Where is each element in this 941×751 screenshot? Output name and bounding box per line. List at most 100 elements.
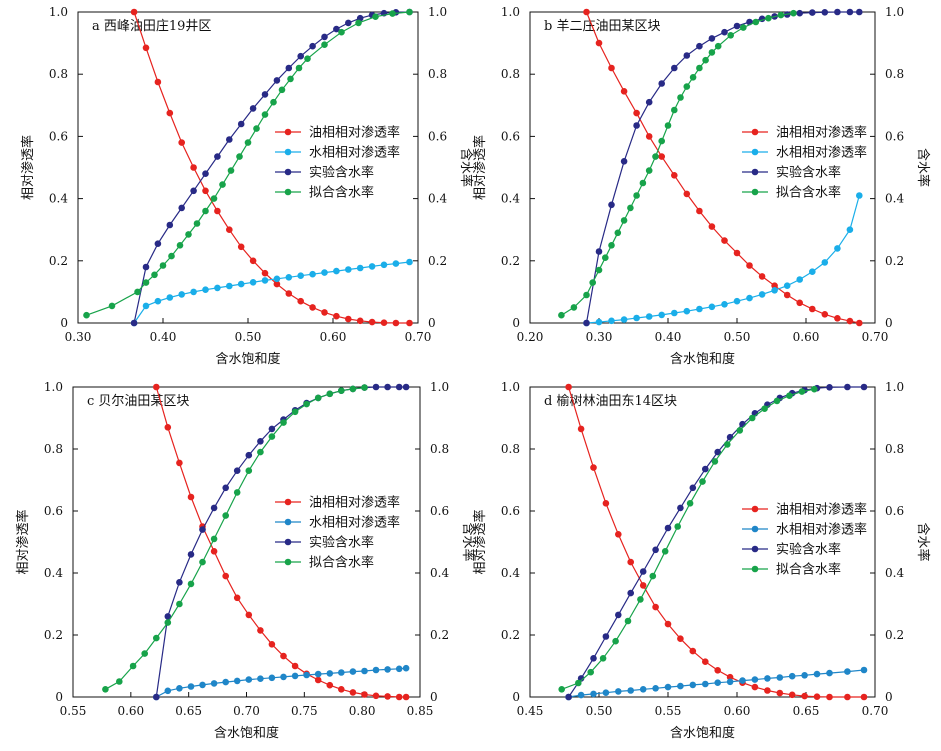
data-point [620, 217, 628, 224]
data-point [608, 317, 615, 325]
data-point [733, 297, 741, 305]
data-point [210, 195, 218, 202]
data-point [708, 35, 716, 42]
data-point [237, 120, 245, 128]
y-tick-label: 0.8 [49, 67, 68, 81]
data-point [721, 237, 728, 244]
data-point [142, 302, 150, 310]
data-point [285, 274, 293, 281]
data-point [257, 448, 264, 456]
data-point [726, 678, 734, 686]
data-point [860, 693, 868, 701]
panel-title: c 贝尔油田某区块 [87, 394, 189, 409]
data-point [361, 691, 368, 698]
x-tick-label: 0.70 [862, 704, 889, 718]
data-point [575, 679, 582, 687]
legend-entry: 实验含水率 [309, 535, 374, 551]
data-point [664, 524, 672, 532]
data-point [733, 22, 741, 30]
data-point [187, 493, 195, 501]
y-tick-label: 0.6 [49, 129, 68, 143]
data-point [338, 669, 345, 676]
series-3 [102, 384, 368, 693]
data-point [129, 662, 137, 670]
data-point [349, 689, 357, 696]
data-point [595, 39, 603, 47]
series-3 [83, 8, 413, 319]
y2-tick-label: 0 [885, 690, 893, 704]
data-point [714, 667, 721, 674]
data-point [788, 691, 796, 699]
legend-entry: 拟合含水率 [776, 185, 841, 201]
data-point [164, 687, 172, 695]
y-axis-label: 相对渗透率 [472, 509, 488, 574]
data-point [303, 400, 310, 408]
data-point [245, 467, 253, 475]
data-point [333, 267, 340, 275]
data-point [237, 280, 245, 288]
data-point [384, 693, 391, 700]
data-point [321, 41, 328, 48]
data-point [595, 266, 603, 274]
y-axis-label: 相对渗透率 [20, 135, 36, 200]
y2-tick-label: 0.6 [885, 504, 904, 518]
data-point [261, 269, 269, 277]
y2-tick-label: 0 [428, 316, 436, 330]
series-3 [558, 9, 797, 319]
x-tick-label: 0.85 [407, 704, 434, 718]
series-0 [153, 383, 410, 701]
data-point [748, 414, 756, 422]
data-point [777, 11, 785, 19]
data-point [740, 24, 747, 31]
data-point [141, 650, 148, 657]
panel-title: d 榆树林油田东14区块 [544, 394, 677, 409]
data-point [253, 125, 260, 132]
data-point [261, 277, 269, 284]
data-point [297, 52, 305, 60]
data-point [652, 546, 659, 554]
data-point [285, 290, 293, 297]
data-point [372, 383, 380, 391]
data-point [361, 384, 368, 391]
data-point [233, 677, 241, 685]
y2-tick-label: 0.2 [885, 628, 904, 642]
data-point [333, 312, 340, 320]
data-point [796, 299, 803, 307]
data-point [736, 427, 744, 434]
data-point [154, 78, 162, 86]
chart-panel-3: 0.45 0.50 0.55 0.60 0.65 0.7000.20.40.60.81.0… [472, 380, 931, 741]
data-point [813, 693, 821, 700]
data-point [821, 9, 829, 16]
y2-tick-label: 0.2 [428, 254, 447, 268]
data-point [326, 670, 334, 677]
data-point [176, 685, 183, 692]
data-point [193, 220, 201, 227]
data-point [102, 686, 109, 693]
data-point [558, 311, 565, 319]
data-point [222, 678, 229, 686]
data-point [721, 28, 728, 36]
data-point [661, 548, 669, 555]
data-point [151, 271, 158, 279]
legend-swatch-marker [284, 128, 292, 136]
data-point [801, 672, 808, 679]
data-point [199, 526, 206, 533]
series-1 [565, 666, 868, 701]
legend-entry: 水相相对渗透率 [309, 145, 400, 161]
legend-swatch-marker [284, 558, 292, 566]
data-point [809, 305, 816, 313]
data-point [159, 262, 167, 269]
data-point [658, 80, 665, 87]
x-tick-label: 0.50 [724, 330, 751, 344]
data-point [577, 425, 585, 433]
data-point [270, 98, 277, 106]
data-point [372, 13, 379, 20]
data-point [811, 385, 818, 393]
y2-tick-label: 0.8 [430, 442, 449, 456]
data-point [565, 693, 572, 701]
data-point [380, 319, 388, 327]
data-point [801, 692, 808, 700]
y2-tick-label: 0.8 [885, 67, 904, 81]
data-point [583, 8, 590, 16]
data-point [846, 317, 854, 325]
